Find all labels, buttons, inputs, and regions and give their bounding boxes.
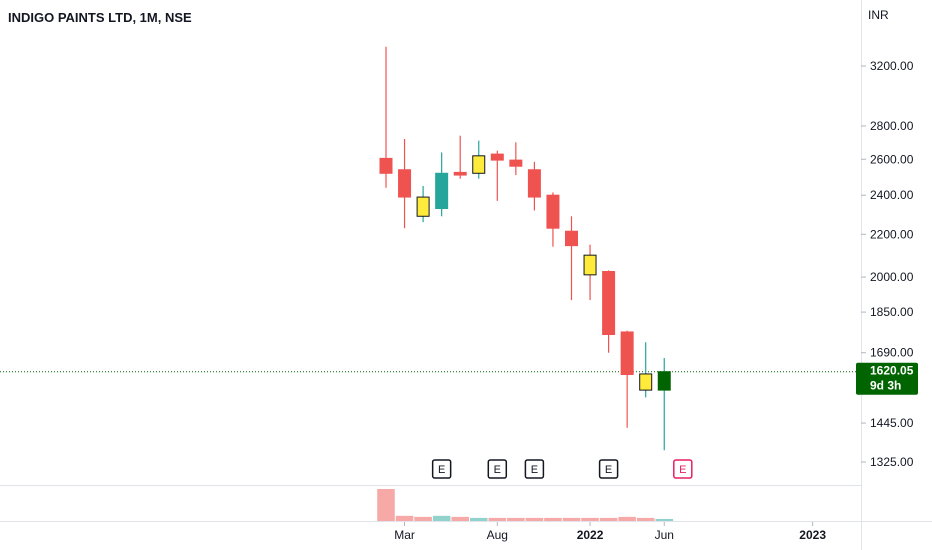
y-tick-label: 1690.00	[870, 346, 914, 360]
volume-bar	[618, 516, 636, 521]
x-tick-label: 2022	[577, 528, 604, 542]
x-axis-ticks: Mar Aug 2022 Jun 2023	[394, 522, 826, 542]
y-tick-label: 1325.00	[870, 455, 914, 469]
candle-body	[472, 155, 486, 174]
volume-bar	[544, 517, 562, 521]
earnings-marker[interactable]: E	[524, 459, 545, 479]
candle	[472, 140, 486, 179]
earnings-marker-box	[598, 459, 619, 479]
earnings-marker-box	[487, 459, 508, 479]
earnings-marker[interactable]: E	[673, 459, 693, 479]
bar-countdown: 9d 3h	[870, 379, 901, 393]
candle	[509, 142, 523, 176]
candle	[527, 161, 541, 211]
volume-bar	[432, 515, 451, 521]
earnings-marker-box	[431, 459, 452, 479]
currency-label: INR	[868, 8, 889, 22]
y-axis-ticks: 3200.00 2800.00 2600.00 2400.00 2200.00 2000.…	[861, 59, 914, 469]
volume-bar	[395, 515, 414, 521]
earnings-marker-box	[673, 459, 693, 479]
y-tick-label: 1850.00	[870, 305, 914, 319]
volume-bar	[581, 517, 599, 521]
candle-body	[527, 169, 541, 198]
candle-body	[583, 254, 597, 276]
earnings-marker[interactable]: E	[487, 459, 508, 479]
candle	[490, 150, 504, 201]
candle-body	[416, 196, 430, 217]
candle-body	[398, 169, 412, 198]
candle-body	[509, 159, 523, 167]
volume-bar	[469, 517, 488, 521]
candle	[639, 342, 653, 398]
candle-body	[546, 194, 560, 229]
x-tick-label: Mar	[394, 528, 415, 542]
candle-body	[453, 171, 467, 176]
earnings-marker-label: E	[605, 464, 612, 476]
candle-body	[639, 373, 653, 391]
volume-bar	[488, 517, 507, 521]
volume-bar	[377, 489, 395, 521]
volume-bar	[414, 516, 432, 521]
candle	[546, 192, 560, 247]
earnings-marker-label: E	[438, 464, 445, 476]
y-tick-label: 2000.00	[870, 270, 914, 284]
candles	[379, 46, 671, 451]
y-tick-label: 3200.00	[870, 59, 914, 73]
candle-body	[602, 271, 616, 335]
y-tick-label: 2200.00	[870, 227, 914, 241]
y-tick-label: 1445.00	[870, 416, 914, 430]
candle-body	[379, 157, 393, 174]
x-tick-label: Aug	[487, 528, 508, 542]
volume-bar	[451, 516, 469, 521]
earnings-marker-box	[524, 459, 545, 479]
earnings-marker[interactable]: E	[431, 459, 452, 479]
candle-body	[490, 153, 504, 161]
x-tick-label: 2023	[799, 528, 826, 542]
candle-body	[435, 172, 449, 209]
candle	[379, 46, 393, 188]
earnings-marker-label: E	[494, 464, 501, 476]
candle	[602, 270, 616, 353]
candle	[620, 330, 634, 428]
y-tick-label: 2600.00	[870, 152, 914, 166]
candle	[435, 152, 449, 217]
x-tick-label: Jun	[655, 528, 674, 542]
current-price-badge-bg	[856, 362, 918, 395]
volume-bar	[562, 517, 581, 521]
candle	[565, 216, 578, 301]
y-tick-label: 2800.00	[870, 119, 914, 133]
current-price-badge: 1620.05 9d 3h	[856, 362, 918, 395]
earnings-marker-label: E	[531, 464, 538, 476]
volume-bar	[599, 517, 618, 521]
current-price-value: 1620.05	[870, 364, 914, 378]
chart-title: INDIGO PAINTS LTD, 1M, NSE	[8, 10, 192, 25]
earnings-marker[interactable]: E	[598, 459, 619, 479]
earnings-marker-label: E	[679, 464, 686, 476]
candle-body	[565, 230, 578, 247]
volume-bars	[377, 489, 674, 521]
volume-bar	[636, 517, 655, 521]
candle-body	[657, 371, 671, 391]
y-tick-label: 2400.00	[870, 188, 914, 202]
volume-bar	[655, 518, 674, 521]
candle	[583, 244, 597, 301]
volume-bar	[525, 517, 544, 521]
candle	[453, 135, 467, 179]
volume-bar	[507, 517, 525, 521]
candle-body	[620, 331, 634, 376]
candle	[416, 185, 430, 223]
candle	[657, 358, 671, 451]
candle	[398, 138, 412, 229]
